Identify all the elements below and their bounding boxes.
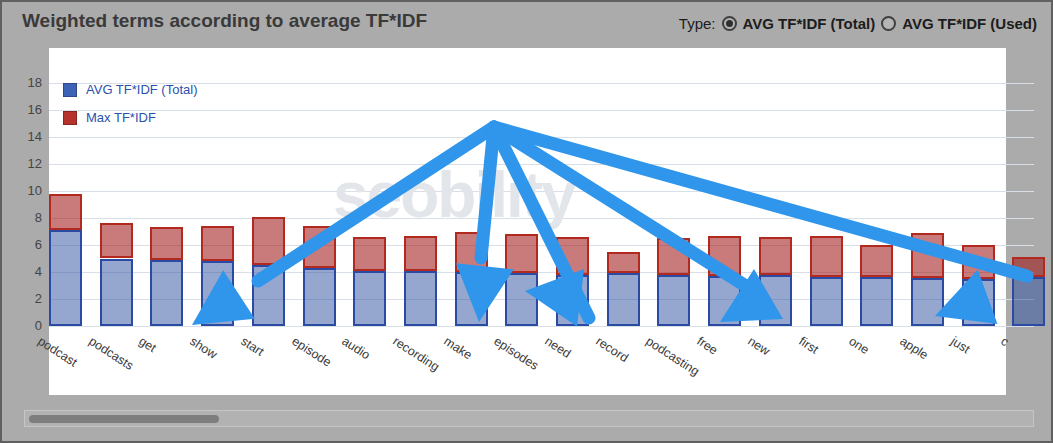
bar-max-episode[interactable]: [303, 226, 336, 268]
bar-avg-new[interactable]: [759, 275, 792, 326]
tfidf-widget-panel: Weighted terms according to average TF*I…: [0, 0, 1053, 443]
bar-max-episodes[interactable]: [505, 234, 538, 273]
bar-avg-free[interactable]: [708, 276, 741, 326]
bar-max-c[interactable]: [1012, 257, 1045, 277]
bar-max-audio[interactable]: [353, 237, 386, 271]
bar-avg-show[interactable]: [201, 261, 234, 326]
legend-item-max[interactable]: Max TF*IDF: [63, 110, 197, 125]
type-label: Type:: [679, 15, 716, 32]
bar-max-show[interactable]: [201, 226, 234, 261]
bar-avg-c[interactable]: [1012, 277, 1045, 326]
horizontal-scrollbar[interactable]: [24, 410, 1034, 427]
bar-max-need[interactable]: [556, 237, 589, 275]
radio-option-total[interactable]: AVG TF*IDF (Total): [722, 15, 876, 32]
bar-avg-first[interactable]: [810, 277, 843, 326]
bar-avg-apple[interactable]: [911, 278, 944, 326]
legend-label-avg: AVG TF*IDF (Total): [86, 82, 197, 97]
bar-max-podcasts[interactable]: [100, 223, 133, 258]
legend-item-avg[interactable]: AVG TF*IDF (Total): [63, 82, 197, 97]
chart-legend: AVG TF*IDF (Total) Max TF*IDF: [63, 82, 197, 138]
bar-avg-get[interactable]: [150, 260, 183, 326]
bar-avg-just[interactable]: [962, 279, 995, 326]
bar-avg-start[interactable]: [252, 265, 285, 326]
bar-avg-one[interactable]: [860, 277, 893, 326]
scrollbar-thumb[interactable]: [29, 415, 219, 423]
bar-avg-make[interactable]: [455, 272, 488, 326]
bar-avg-podcasting[interactable]: [657, 275, 690, 326]
y-tick-label: 18: [10, 75, 42, 90]
y-tick-label: 16: [10, 102, 42, 117]
page-title: Weighted terms according to average TF*I…: [22, 10, 427, 32]
y-tick-label: 8: [10, 210, 42, 225]
bar-avg-recording[interactable]: [404, 271, 437, 326]
gridline: [49, 326, 1034, 327]
y-tick-label: 10: [10, 183, 42, 198]
y-tick-label: 14: [10, 129, 42, 144]
type-radio-group: Type: AVG TF*IDF (Total) AVG TF*IDF (Use…: [679, 15, 1037, 32]
chart-area: seobility podcastpodcastsgetshowstartepi…: [49, 48, 1053, 395]
radio-total-label[interactable]: AVG TF*IDF (Total): [743, 15, 876, 32]
bar-max-podcasting[interactable]: [657, 238, 690, 274]
radio-total-icon[interactable]: [722, 16, 737, 31]
bar-max-podcast[interactable]: [49, 194, 82, 230]
bar-max-first[interactable]: [810, 236, 843, 278]
watermark-logo: seobility: [333, 158, 575, 232]
bar-max-get[interactable]: [150, 227, 183, 259]
bar-avg-need[interactable]: [556, 275, 589, 326]
legend-swatch-max: [63, 111, 77, 125]
bar-max-just[interactable]: [962, 245, 995, 279]
legend-swatch-avg: [63, 83, 77, 97]
y-tick-label: 12: [10, 156, 42, 171]
bar-avg-record[interactable]: [607, 273, 640, 326]
bar-max-one[interactable]: [860, 245, 893, 277]
radio-used-icon[interactable]: [881, 16, 896, 31]
bar-max-recording[interactable]: [404, 236, 437, 271]
bar-max-new[interactable]: [759, 237, 792, 275]
bar-max-free[interactable]: [708, 236, 741, 277]
bar-max-make[interactable]: [455, 232, 488, 273]
bar-avg-episodes[interactable]: [505, 273, 538, 326]
bar-max-record[interactable]: [607, 252, 640, 274]
bar-max-apple[interactable]: [911, 233, 944, 278]
y-tick-label: 0: [10, 318, 42, 333]
radio-used-label[interactable]: AVG TF*IDF (Used): [902, 15, 1037, 32]
y-tick-label: 6: [10, 237, 42, 252]
bar-max-start[interactable]: [252, 217, 285, 266]
bar-avg-podcasts[interactable]: [100, 259, 133, 327]
legend-label-max: Max TF*IDF: [86, 110, 156, 125]
bar-avg-podcast[interactable]: [49, 230, 82, 326]
radio-option-used[interactable]: AVG TF*IDF (Used): [881, 15, 1037, 32]
y-tick-label: 2: [10, 291, 42, 306]
y-tick-label: 4: [10, 264, 42, 279]
bar-avg-audio[interactable]: [353, 271, 386, 326]
bar-avg-episode[interactable]: [303, 268, 336, 326]
